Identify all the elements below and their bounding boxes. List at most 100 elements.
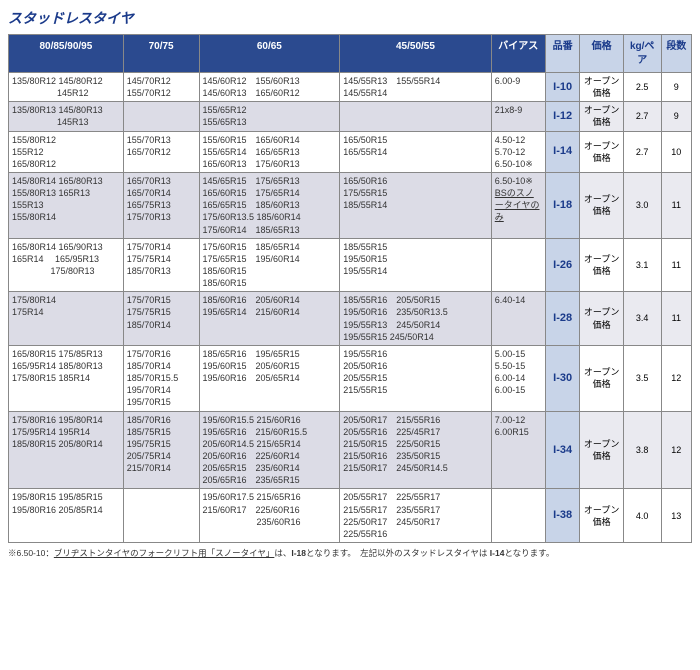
footnote-mid: は、: [274, 548, 291, 558]
cell-c1: 165/80R14 165/90R13165R14 165/95R13 175/…: [9, 238, 124, 292]
table-row: 135/80R13 145/80R13 145R13 155/65R12155/6…: [9, 102, 692, 131]
cell-price: オープン価格: [580, 102, 623, 131]
cell-c4: 185/55R15195/50R15195/55R14: [340, 238, 492, 292]
header-c3: 60/65: [199, 35, 340, 73]
cell-part: I-34: [545, 411, 580, 489]
cell-part: I-30: [545, 345, 580, 411]
cell-part: I-28: [545, 292, 580, 346]
cell-levels: 9: [661, 102, 691, 131]
cell-part: I-10: [545, 73, 580, 102]
cell-kg: 3.5: [623, 345, 661, 411]
cell-c1: 195/80R15 195/85R15195/80R16 205/85R14: [9, 489, 124, 543]
cell-levels: 11: [661, 292, 691, 346]
table-row: 145/80R14 165/80R13155/80R13 165R13155R1…: [9, 172, 692, 238]
cell-c1: 175/80R16 195/80R14175/95R14 195R14185/8…: [9, 411, 124, 489]
footnote-prefix: ※6.50-10：: [8, 548, 54, 558]
page-title: スタッドレスタイヤ: [8, 8, 692, 28]
cell-c1: 135/80R13 145/80R13 145R13: [9, 102, 124, 131]
cell-c2: 145/70R12155/70R12: [123, 73, 199, 102]
footnote-b2: I-14: [490, 548, 505, 558]
header-levels: 段数: [661, 35, 691, 73]
cell-levels: 12: [661, 411, 691, 489]
cell-c2: 185/70R16185/75R15195/75R15205/75R14215/…: [123, 411, 199, 489]
cell-c4: [340, 102, 492, 131]
header-c4: 45/50/55: [340, 35, 492, 73]
header-c2: 70/75: [123, 35, 199, 73]
cell-c2: [123, 489, 199, 543]
cell-price: オープン価格: [580, 345, 623, 411]
cell-kg: 3.0: [623, 172, 661, 238]
cell-part: I-26: [545, 238, 580, 292]
header-part: 品番: [545, 35, 580, 73]
footnote-b1: I-18: [291, 548, 306, 558]
tire-table: 80/85/90/95 70/75 60/65 45/50/55 バイアス 品番…: [8, 34, 692, 543]
cell-c2: 175/70R14175/75R14185/70R13: [123, 238, 199, 292]
cell-c4: 205/50R17 215/55R16205/55R16 225/45R1721…: [340, 411, 492, 489]
footnote-end: となります。: [504, 548, 554, 558]
header-c5: バイアス: [491, 35, 545, 73]
cell-part: I-12: [545, 102, 580, 131]
cell-bias: 21x8-9: [491, 102, 545, 131]
cell-kg: 3.1: [623, 238, 661, 292]
cell-kg: 3.4: [623, 292, 661, 346]
cell-levels: 11: [661, 238, 691, 292]
header-c1: 80/85/90/95: [9, 35, 124, 73]
table-row: 135/80R12 145/80R12 145R12145/70R12155/7…: [9, 73, 692, 102]
header-kg: kg/ペア: [623, 35, 661, 73]
cell-kg: 3.8: [623, 411, 661, 489]
cell-c4: 145/55R13 155/55R14145/55R14: [340, 73, 492, 102]
table-row: 175/80R14175R14175/70R15175/75R15185/70R…: [9, 292, 692, 346]
cell-price: オープン価格: [580, 172, 623, 238]
table-body: 135/80R12 145/80R12 145R12145/70R12155/7…: [9, 73, 692, 543]
cell-c4: 205/55R17 225/55R17215/55R17 235/55R1722…: [340, 489, 492, 543]
table-row: 195/80R15 195/85R15195/80R16 205/85R14 19…: [9, 489, 692, 543]
footnote-underline: ブリヂストンタイヤのフォークリフト用「スノータイヤ」: [54, 548, 275, 558]
cell-c3: 155/65R12155/65R13: [199, 102, 340, 131]
cell-c2: 175/70R16185/70R14185/70R15.5195/70R1419…: [123, 345, 199, 411]
cell-c4: 185/55R16 205/50R15195/50R16 235/50R13.5…: [340, 292, 492, 346]
cell-bias: 6.50-10※BSのスノータイヤのみ: [491, 172, 545, 238]
cell-c3: 185/65R16 195/65R15195/60R15 205/60R1519…: [199, 345, 340, 411]
cell-c3: 195/60R17.5 215/65R16215/60R17 225/60R16…: [199, 489, 340, 543]
cell-bias: 7.00-126.00R15: [491, 411, 545, 489]
cell-price: オープン価格: [580, 131, 623, 172]
header-price: 価格: [580, 35, 623, 73]
cell-levels: 9: [661, 73, 691, 102]
table-row: 165/80R15 175/85R13165/95R14 185/80R1317…: [9, 345, 692, 411]
cell-bias: [491, 238, 545, 292]
cell-levels: 12: [661, 345, 691, 411]
cell-part: I-18: [545, 172, 580, 238]
cell-bias: 5.00-155.50-156.00-146.00-15: [491, 345, 545, 411]
cell-c2: 165/70R13165/70R14165/75R13175/70R13: [123, 172, 199, 238]
cell-bias: 6.00-9: [491, 73, 545, 102]
cell-c4: 165/50R16175/55R15185/55R14: [340, 172, 492, 238]
cell-c3: 195/60R15.5 215/60R16195/65R16 215/60R15…: [199, 411, 340, 489]
cell-levels: 13: [661, 489, 691, 543]
footnote: ※6.50-10：ブリヂストンタイヤのフォークリフト用「スノータイヤ」は、I-1…: [8, 547, 692, 559]
cell-c2: [123, 102, 199, 131]
cell-price: オープン価格: [580, 489, 623, 543]
table-row: 165/80R14 165/90R13165R14 165/95R13 175/…: [9, 238, 692, 292]
cell-bias: 4.50-125.70-126.50-10※: [491, 131, 545, 172]
cell-part: I-14: [545, 131, 580, 172]
table-row: 175/80R16 195/80R14175/95R14 195R14185/8…: [9, 411, 692, 489]
cell-bias: [491, 489, 545, 543]
cell-price: オープン価格: [580, 73, 623, 102]
header-row: 80/85/90/95 70/75 60/65 45/50/55 バイアス 品番…: [9, 35, 692, 73]
cell-c3: 185/60R16 205/60R14195/65R14 215/60R14: [199, 292, 340, 346]
table-row: 155/80R12155R12165/80R12155/70R13165/70R…: [9, 131, 692, 172]
cell-price: オープン価格: [580, 238, 623, 292]
cell-c2: 175/70R15175/75R15185/70R14: [123, 292, 199, 346]
footnote-mid2: となります。 左記以外のスタッドレスタイヤは: [306, 548, 490, 558]
cell-c3: 145/65R15 175/65R13165/60R15 175/65R1416…: [199, 172, 340, 238]
cell-kg: 2.7: [623, 102, 661, 131]
cell-kg: 2.7: [623, 131, 661, 172]
cell-c1: 145/80R14 165/80R13155/80R13 165R13155R1…: [9, 172, 124, 238]
cell-c4: 165/50R15165/55R14: [340, 131, 492, 172]
cell-kg: 4.0: [623, 489, 661, 543]
cell-c3: 175/60R15 185/65R14175/65R15 195/60R1418…: [199, 238, 340, 292]
cell-c2: 155/70R13165/70R12: [123, 131, 199, 172]
cell-c3: 145/60R12 155/60R13145/60R13 165/60R12: [199, 73, 340, 102]
cell-c1: 165/80R15 175/85R13165/95R14 185/80R1317…: [9, 345, 124, 411]
cell-price: オープン価格: [580, 292, 623, 346]
